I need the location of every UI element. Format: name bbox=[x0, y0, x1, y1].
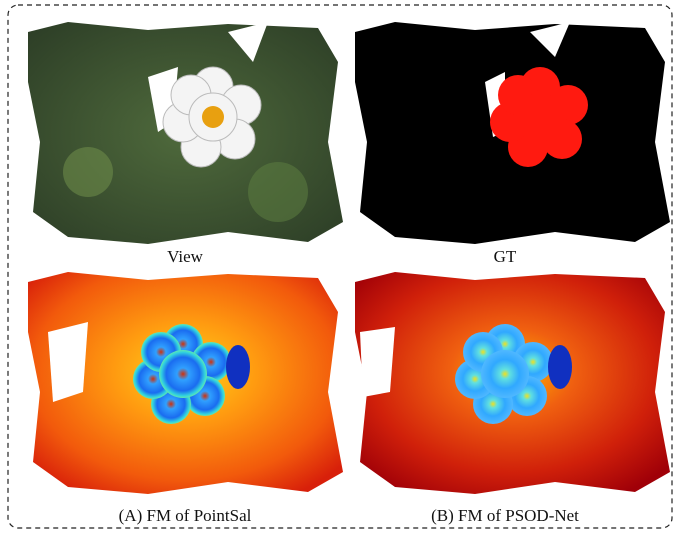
gt-image bbox=[355, 22, 670, 244]
caption: View bbox=[167, 247, 204, 266]
caption: (A) FM of PointSal bbox=[119, 506, 252, 525]
figure: View GT (A) FM of PointSal (B) FM of PSO… bbox=[0, 0, 680, 533]
caption: (B) FM of PSOD-Net bbox=[431, 506, 579, 525]
fm-pointsal-image bbox=[28, 272, 343, 494]
view-image bbox=[28, 22, 343, 244]
caption: GT bbox=[494, 247, 517, 266]
fm-psodnet-image bbox=[355, 272, 670, 494]
